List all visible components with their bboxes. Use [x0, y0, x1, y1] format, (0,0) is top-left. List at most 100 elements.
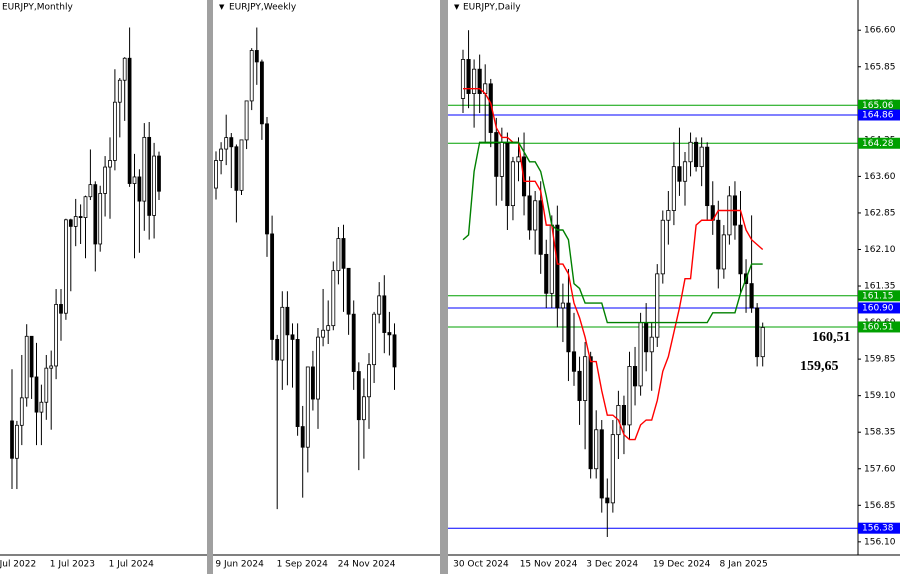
candle-body	[755, 307, 760, 358]
candle-body	[295, 339, 300, 427]
candle-body	[59, 304, 63, 314]
candle-body	[566, 302, 571, 353]
chart-title: EURJPY,Daily	[463, 3, 521, 13]
candle-body	[219, 148, 224, 161]
x-tick-label: 1 Jul 2024	[109, 560, 154, 570]
price-annotation: 160,51	[812, 330, 851, 345]
level-price-label: 164.86	[862, 110, 894, 120]
candle-body	[88, 184, 93, 198]
candle-body	[538, 200, 543, 255]
y-tick-label: 162.10	[864, 245, 896, 255]
candle-body	[627, 366, 632, 426]
candle-body	[15, 424, 19, 459]
level-price-box	[858, 137, 900, 149]
candle-body	[98, 193, 103, 245]
candle-body	[510, 161, 516, 207]
panel-separator	[207, 0, 213, 574]
candle-body	[666, 210, 671, 221]
x-tick-label: 24 Nov 2024	[338, 560, 396, 570]
candle-body	[270, 233, 275, 340]
candle-body	[336, 238, 341, 272]
candle-body	[533, 200, 538, 231]
candle-body	[356, 371, 361, 421]
candle-body	[10, 420, 14, 459]
candle-body	[605, 497, 610, 504]
candle-body	[705, 146, 710, 207]
chart-title: EURJPY,Weekly	[229, 3, 297, 13]
candle-body	[688, 141, 693, 163]
candle-body	[544, 253, 549, 294]
x-tick-label: 9 Jun 2024	[215, 560, 264, 570]
candle-body	[527, 195, 532, 231]
y-tick-label: 157.60	[864, 464, 896, 474]
candle-body	[760, 327, 765, 358]
candle-body	[571, 351, 577, 372]
candle-body	[54, 304, 58, 367]
candle-body	[677, 166, 682, 182]
candle-body	[341, 238, 346, 269]
candle-body	[460, 59, 466, 99]
candle-body	[346, 267, 351, 315]
chart-panel	[10, 27, 161, 490]
candle-body	[290, 334, 295, 340]
candle-body	[331, 270, 336, 327]
candle-body	[127, 57, 132, 184]
level-price-box	[858, 109, 900, 121]
candle-body	[234, 146, 239, 191]
y-tick-label: 159.85	[864, 355, 896, 365]
level-price-box	[858, 99, 900, 111]
candle-body	[610, 434, 615, 504]
candle-body	[516, 156, 521, 163]
candle-body	[660, 219, 665, 275]
candle-body	[254, 50, 259, 63]
candle-body	[577, 370, 582, 401]
y-tick-label: 166.60	[864, 26, 896, 36]
x-tick-label: 3 Dec 2024	[586, 560, 638, 570]
candle-body	[392, 334, 397, 368]
candle-body	[699, 146, 704, 168]
candle-body	[265, 123, 269, 235]
candle-body	[239, 139, 244, 191]
x-tick-label: 8 Jan 2025	[720, 560, 768, 570]
candle-body	[367, 364, 371, 398]
chart-title: EURJPY,Monthly	[2, 3, 73, 13]
candle-body	[716, 219, 721, 270]
candle-body	[749, 283, 754, 309]
candle-body	[477, 68, 482, 94]
x-tick-label: 1 Jul 2023	[50, 560, 95, 570]
candle-body	[224, 137, 229, 150]
candle-body	[387, 332, 392, 336]
level-price-box	[858, 522, 900, 534]
level-price-box	[858, 321, 900, 333]
candle-body	[108, 160, 112, 168]
candle-body	[316, 336, 320, 400]
candle-body	[499, 141, 504, 177]
y-tick-label: 156.10	[864, 537, 896, 547]
candle-body	[49, 365, 54, 369]
candle-body	[472, 68, 477, 94]
candle-body	[64, 219, 68, 314]
candle-body	[555, 224, 560, 309]
candle-body	[727, 195, 732, 236]
candle-body	[300, 426, 305, 448]
candle-body	[738, 224, 743, 275]
candle-body	[214, 160, 218, 189]
candle-body	[275, 339, 280, 361]
candle-body	[655, 273, 660, 338]
candle-body	[68, 219, 73, 227]
candle-body	[560, 302, 565, 309]
candle-body	[649, 336, 654, 353]
level-price-label: 160.51	[862, 322, 894, 332]
candle-body	[29, 335, 34, 378]
menu-icon: ▼	[454, 3, 460, 11]
level-price-label: 156.38	[862, 524, 894, 534]
indicator-line	[462, 141, 763, 324]
candle-body	[83, 196, 88, 219]
chart-panel	[448, 30, 858, 537]
candle-body	[34, 376, 39, 413]
candle-body	[24, 335, 29, 399]
candle-body	[644, 322, 649, 353]
chart-panel	[214, 27, 397, 510]
y-tick-label: 162.85	[864, 208, 896, 218]
